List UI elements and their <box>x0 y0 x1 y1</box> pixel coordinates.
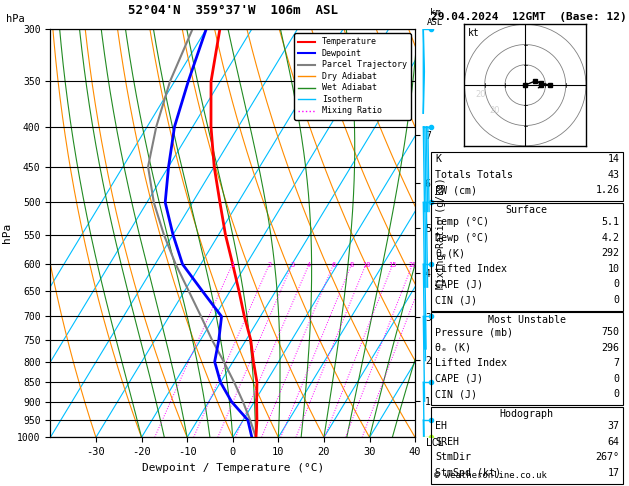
Text: 2: 2 <box>267 261 272 268</box>
Text: 5.1: 5.1 <box>601 217 620 227</box>
Text: Pressure (mb): Pressure (mb) <box>435 327 513 337</box>
Text: 20: 20 <box>489 106 500 115</box>
Text: 3: 3 <box>290 261 294 268</box>
Text: © weatheronline.co.uk: © weatheronline.co.uk <box>434 471 547 480</box>
Text: Temp (°C): Temp (°C) <box>435 217 489 227</box>
Text: 1: 1 <box>230 261 235 268</box>
Text: 10: 10 <box>608 264 620 274</box>
Text: 43: 43 <box>608 170 620 180</box>
Text: 6: 6 <box>331 261 336 268</box>
X-axis label: Dewpoint / Temperature (°C): Dewpoint / Temperature (°C) <box>142 463 324 473</box>
Text: 267°: 267° <box>596 452 620 463</box>
Text: Most Unstable: Most Unstable <box>487 315 566 325</box>
Text: km
ASL: km ASL <box>427 8 443 27</box>
Text: Totals Totals: Totals Totals <box>435 170 513 180</box>
Text: 20: 20 <box>408 261 417 268</box>
Text: CAPE (J): CAPE (J) <box>435 374 483 384</box>
Text: 0: 0 <box>613 389 620 399</box>
Text: 37: 37 <box>608 421 620 432</box>
Text: 17: 17 <box>608 468 620 478</box>
Text: Lifted Index: Lifted Index <box>435 264 507 274</box>
Y-axis label: hPa: hPa <box>1 223 11 243</box>
Text: 52°04'N  359°37'W  106m  ASL: 52°04'N 359°37'W 106m ASL <box>128 4 338 17</box>
Text: 750: 750 <box>601 327 620 337</box>
Text: SREH: SREH <box>435 437 459 447</box>
Text: 10: 10 <box>362 261 370 268</box>
Text: PW (cm): PW (cm) <box>435 185 477 195</box>
Text: 4.2: 4.2 <box>601 233 620 243</box>
Text: 14: 14 <box>608 154 620 164</box>
Text: CIN (J): CIN (J) <box>435 295 477 305</box>
Text: θₑ(K): θₑ(K) <box>435 248 465 259</box>
Text: 29.04.2024  12GMT  (Base: 12): 29.04.2024 12GMT (Base: 12) <box>431 12 626 22</box>
Text: StmDir: StmDir <box>435 452 471 463</box>
Text: 0: 0 <box>613 279 620 290</box>
Text: LCL: LCL <box>426 438 444 448</box>
Text: 0: 0 <box>613 295 620 305</box>
Text: kt: kt <box>468 28 480 38</box>
Text: 8: 8 <box>350 261 353 268</box>
Text: 15: 15 <box>389 261 397 268</box>
Text: 1.26: 1.26 <box>596 185 620 195</box>
Text: 7: 7 <box>613 358 620 368</box>
Y-axis label: Mixing Ratio (g/kg): Mixing Ratio (g/kg) <box>437 177 447 289</box>
Text: 292: 292 <box>601 248 620 259</box>
Text: CAPE (J): CAPE (J) <box>435 279 483 290</box>
Text: 0: 0 <box>613 374 620 384</box>
Polygon shape <box>423 29 425 114</box>
Text: 4: 4 <box>307 261 311 268</box>
Text: Surface: Surface <box>506 205 548 215</box>
Text: 20: 20 <box>476 90 486 99</box>
Text: hPa: hPa <box>6 14 25 24</box>
Legend: Temperature, Dewpoint, Parcel Trajectory, Dry Adiabat, Wet Adiabat, Isotherm, Mi: Temperature, Dewpoint, Parcel Trajectory… <box>294 34 411 120</box>
Text: StmSpd (kt): StmSpd (kt) <box>435 468 501 478</box>
Text: θₑ (K): θₑ (K) <box>435 343 471 353</box>
Text: Hodograph: Hodograph <box>500 409 554 419</box>
Text: EH: EH <box>435 421 447 432</box>
Text: K: K <box>435 154 442 164</box>
Text: Lifted Index: Lifted Index <box>435 358 507 368</box>
Text: 296: 296 <box>601 343 620 353</box>
Text: CIN (J): CIN (J) <box>435 389 477 399</box>
Text: 64: 64 <box>608 437 620 447</box>
Text: Dewp (°C): Dewp (°C) <box>435 233 489 243</box>
